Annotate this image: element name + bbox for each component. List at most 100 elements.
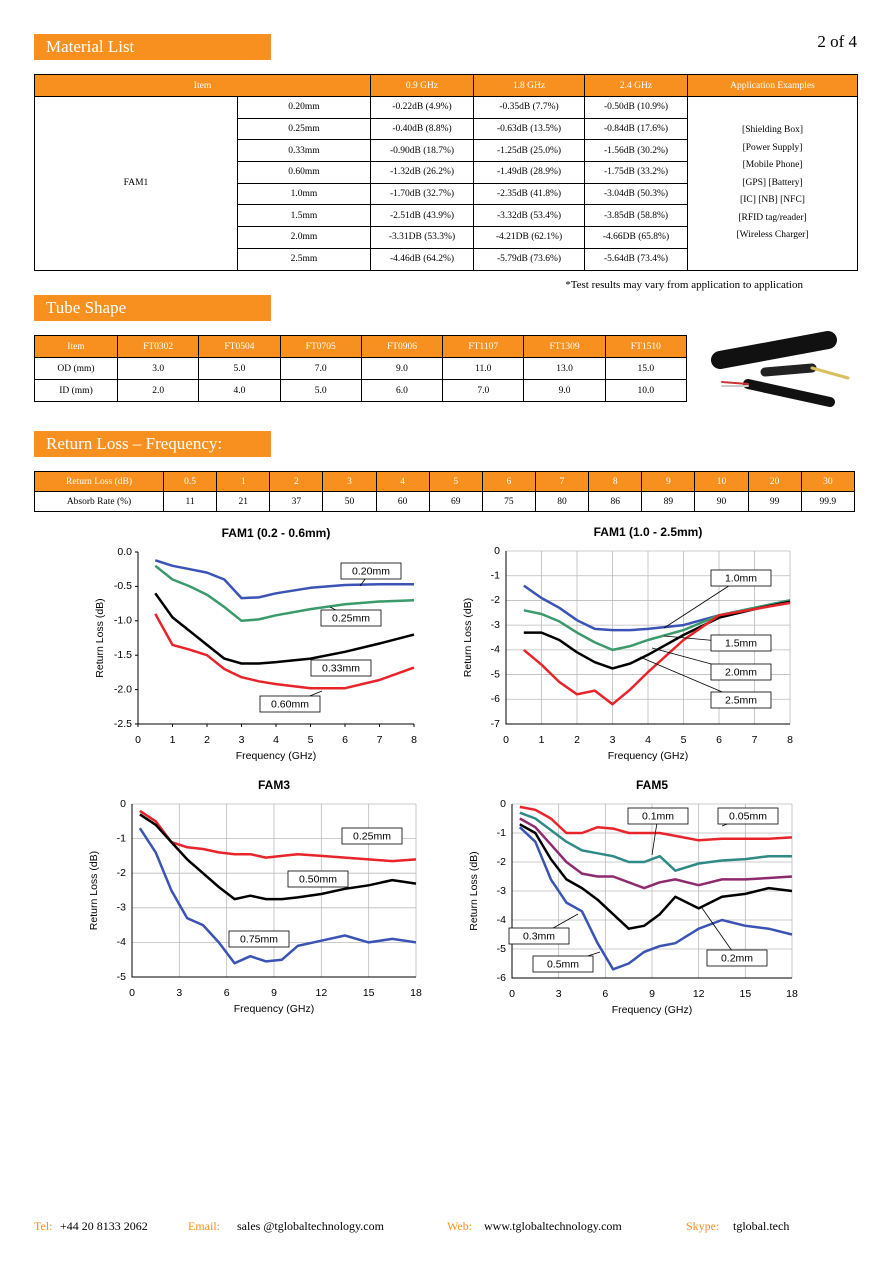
cell: 2.0mm [236, 226, 372, 249]
x-tick-label: 0 [129, 987, 135, 999]
row: Return Loss (dB) 0.5 1 2 3 4 5 6 7 8 9 10 20 30 [34, 471, 856, 492]
application: [Mobile Phone] [742, 160, 803, 170]
cell: -0.63dB (13.5%) [473, 117, 586, 141]
x-axis-label: Frequency (GHz) [236, 750, 317, 762]
footer-text[interactable]: sales @tglobaltechnology.com [237, 1219, 384, 1233]
cell: 7.0 [442, 379, 525, 402]
footer-label: Web: [447, 1219, 473, 1233]
y-tick-label: -4 [497, 914, 506, 926]
cell: 60 [375, 491, 430, 512]
cell: 50 [322, 491, 377, 512]
application: [GPS] [Battery] [742, 177, 803, 188]
header-cell: 2 [269, 471, 324, 492]
row: FAM1 0.20mm -0.22dB (4.9%) -0.35dB (7.7%) -0… [34, 96, 859, 271]
x-tick-label: 15 [363, 987, 375, 999]
cell: -3.85dB (58.8%) [584, 204, 689, 228]
label-box [710, 663, 772, 681]
series-line [154, 564, 415, 623]
application: [IC] [NB] [NFC] [740, 195, 805, 205]
y-tick-label: -3 [497, 885, 506, 897]
row: Item 0.9 GHz 1.8 GHz 2.4 GHz Application Exa… [33, 74, 859, 97]
footer-label: Email: [188, 1219, 220, 1233]
y-tick-label: -0.5 [114, 580, 132, 592]
label-box [340, 562, 402, 580]
cell: 0.25mm [236, 117, 372, 141]
y-tick-label: -2.5 [114, 718, 132, 730]
section-title: Tube Shape [34, 295, 271, 321]
label-box [259, 695, 321, 713]
y-tick-label: -1 [497, 827, 506, 839]
label-box [706, 949, 768, 967]
x-tick-label: 3 [610, 734, 616, 746]
cell: -1.70dB (32.7%) [370, 182, 475, 206]
header-cell: Return Loss (dB) [34, 471, 164, 492]
cell: 90 [694, 491, 749, 512]
footer-text[interactable]: www.tglobaltechnology.com [484, 1219, 622, 1233]
label-box [508, 927, 570, 945]
cell: 6.0 [360, 379, 444, 402]
x-tick-label: 9 [649, 988, 655, 1000]
cell: 5.0 [198, 357, 281, 380]
cell: -1.32dB (26.2%) [370, 161, 475, 184]
y-axis-label: Return Loss (dB) [94, 598, 106, 677]
cell: 0.20mm [236, 96, 372, 119]
series-line [522, 601, 791, 706]
series-label: 1.0mm [725, 572, 757, 584]
series-line [139, 813, 417, 901]
cell: 3.0 [116, 357, 200, 380]
series-label: 0.50mm [299, 873, 337, 885]
row: 0.25mm -0.40dB (8.8%) -0.63dB (13.5%) -0.84… [35, 117, 858, 141]
x-tick-label: 5 [681, 734, 687, 746]
series-label: 0.05mm [729, 810, 767, 822]
material-table: Item 0.9 GHz 1.8 GHz 2.4 GHz Application Exa… [33, 74, 859, 271]
x-tick-label: 6 [342, 734, 348, 746]
label-box [710, 691, 772, 709]
header-cell: Item [34, 335, 118, 358]
row: 1.0mm -1.70dB (32.7%) -2.35dB (41.8%) -3.04… [35, 182, 858, 206]
series-label: 0.2mm [721, 952, 753, 964]
cell: -4.46dB (64.2%) [370, 247, 475, 271]
series-label: 0.33mm [322, 662, 360, 674]
x-axis-label: Frequency (GHz) [608, 750, 689, 762]
cell: -3.31DB (53.3%) [370, 226, 475, 249]
y-tick-label: -3 [491, 619, 500, 631]
series-line [519, 811, 792, 872]
cell: 11 [162, 491, 218, 512]
row: 0.33mm -0.90dB (18.7%) -1.25dB (25.0%) -1.5… [35, 139, 858, 163]
y-axis-label: Return Loss (dB) [88, 851, 100, 930]
y-axis-label: Return Loss (dB) [462, 598, 474, 677]
series-line [519, 805, 793, 842]
x-tick-label: 1 [170, 734, 176, 746]
x-tick-label: 8 [787, 734, 793, 746]
label-box [710, 634, 772, 652]
cell: ID (mm) [34, 379, 118, 402]
application: [Power Supply] [742, 142, 803, 153]
y-tick-label: -5 [491, 668, 500, 680]
cell: 5.0 [279, 379, 362, 402]
label-box [310, 659, 372, 677]
tube-image [711, 331, 850, 407]
cell: 2.0 [116, 379, 200, 402]
cell: 1.0mm [236, 182, 372, 206]
y-tick-label: -6 [491, 693, 500, 705]
cell: -2.35dB (41.8%) [473, 182, 586, 206]
x-tick-label: 4 [273, 734, 279, 746]
cell: -4.66DB (65.8%) [584, 226, 689, 249]
series-label: 0.20mm [352, 565, 390, 577]
y-tick-label: -5 [497, 943, 506, 955]
cell: 89 [641, 491, 696, 512]
x-tick-label: 3 [556, 988, 562, 1000]
header-cell: 4 [375, 471, 430, 492]
section-title: Material List [34, 34, 271, 60]
series-label: 2.0mm [725, 666, 757, 678]
x-tick-label: 12 [315, 987, 327, 999]
y-tick-label: -7 [491, 718, 500, 730]
x-tick-label: 12 [693, 988, 705, 1000]
row: ID (mm) 2.0 4.0 5.0 6.0 7.0 9.0 10.0 [34, 379, 688, 402]
label-box [710, 569, 772, 587]
y-tick-label: 0 [120, 798, 126, 810]
x-tick-label: 7 [752, 734, 758, 746]
row: 1.5mm -2.51dB (43.9%) -3.32dB (53.4%) -3.85… [35, 204, 858, 228]
x-tick-label: 0 [503, 734, 509, 746]
cell: 80 [534, 491, 590, 512]
